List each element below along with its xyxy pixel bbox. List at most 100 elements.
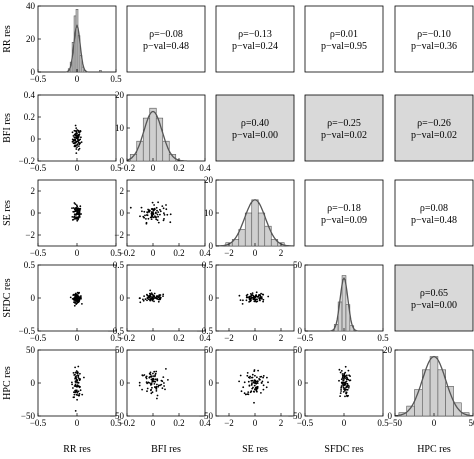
scatter-point: [346, 377, 349, 380]
scatter-point: [78, 379, 81, 382]
scatter-point: [147, 295, 150, 298]
scatter-point: [74, 375, 77, 378]
scatter-point: [75, 217, 78, 220]
scatter-point: [77, 292, 80, 295]
y-tick-label: 0: [298, 378, 303, 388]
scatter-point: [156, 379, 159, 382]
rho-label: ρ=−0.26: [417, 118, 451, 129]
scatter-point: [249, 375, 252, 378]
scatter-point: [340, 378, 343, 381]
histogram-bar: [155, 117, 164, 162]
scatter-point: [155, 218, 158, 221]
scatter-point: [157, 300, 160, 303]
scatter-point: [77, 365, 80, 368]
scatter-point: [340, 370, 343, 372]
panel-frame: [215, 5, 295, 73]
scatter-point: [150, 211, 153, 213]
row-label: SFDC res: [2, 278, 13, 317]
scatter-point: [156, 394, 159, 397]
scatter-point: [78, 143, 81, 146]
x-tick-label: 0: [342, 333, 347, 343]
scatter-point: [149, 373, 152, 376]
scatter-point: [250, 294, 253, 297]
scatter-point: [244, 393, 247, 396]
scatter-point: [79, 372, 81, 375]
scatter-point: [72, 142, 75, 145]
y-tick-label: −2: [114, 230, 124, 240]
scatter-point: [77, 207, 80, 210]
scatter-point: [78, 211, 81, 214]
scatter-point: [169, 221, 172, 224]
scatter-point: [138, 297, 141, 300]
scatter-point: [81, 303, 83, 305]
scatter-point: [71, 381, 73, 384]
rho-label: ρ=−0.13: [238, 29, 272, 40]
column-label: HPC res: [417, 444, 451, 455]
row-label: BFI res: [2, 113, 13, 143]
scatter-point: [262, 384, 265, 387]
scatter-point: [344, 395, 346, 398]
scatter-point: [342, 379, 345, 382]
panel-frame: [126, 5, 206, 73]
scatter-point: [262, 375, 265, 377]
x-tick-label: 0: [253, 333, 258, 343]
pval-label: p−val=0.36: [411, 41, 457, 52]
y-tick-label: −50: [110, 411, 125, 421]
scatter-point: [80, 213, 82, 215]
rho-label: ρ=−0.18: [327, 203, 361, 214]
scatter-point: [155, 206, 158, 209]
scatter-point: [259, 299, 261, 302]
scatter-point: [78, 392, 81, 395]
scatter-point: [75, 140, 78, 143]
scatter-point: [77, 382, 80, 384]
x-tick-label: 2: [279, 418, 284, 428]
pval-label: p−val=0.02: [321, 130, 367, 141]
scatter-point: [343, 388, 346, 391]
histogram-bar: [81, 66, 85, 73]
scatter-point: [256, 376, 258, 379]
y-tick-label: 2: [31, 186, 36, 196]
scatter-point: [152, 212, 154, 214]
y-tick-label: 50: [204, 345, 214, 355]
scatter-point: [78, 298, 80, 301]
x-tick-label: 0: [151, 163, 156, 173]
scatter-point: [151, 391, 154, 394]
scatter-point: [150, 218, 153, 221]
scatter-point: [262, 293, 265, 296]
scatter-point: [78, 394, 80, 397]
scatter-point: [73, 213, 76, 216]
y-tick-label: 50: [115, 345, 125, 355]
scatter-point: [167, 379, 169, 381]
scatter-point: [139, 215, 141, 218]
scatter-point: [72, 207, 75, 209]
scatter-point: [246, 296, 249, 299]
scatter-point: [340, 390, 342, 392]
y-tick-label: 0: [31, 208, 36, 218]
scatter-point: [260, 382, 263, 384]
x-tick-label: 50: [469, 418, 474, 428]
scatter-point: [72, 387, 74, 389]
scatter-point: [162, 219, 165, 222]
scatter-point: [239, 299, 242, 301]
y-tick-label: 20: [383, 345, 393, 355]
scatter-point: [149, 371, 152, 374]
scatter-point: [76, 211, 79, 214]
scatter-point: [72, 218, 75, 221]
scatter-point: [260, 392, 262, 394]
scatter-point: [74, 385, 77, 387]
scatter-point: [342, 391, 345, 393]
scatter-point: [262, 300, 264, 303]
pval-label: p−val=0.09: [321, 215, 367, 226]
scatter-point: [267, 381, 269, 384]
scatter-point: [74, 124, 77, 127]
y-tick-label: 0: [120, 208, 125, 218]
scatter-point: [73, 391, 75, 394]
scatter-point: [260, 292, 262, 295]
x-tick-label: 0: [253, 248, 258, 258]
scatter-point: [151, 201, 154, 204]
scatter-point: [76, 146, 78, 149]
x-tick-label: 0.5: [110, 418, 122, 428]
scatter-point: [165, 368, 167, 370]
x-tick-label: 0.5: [110, 333, 122, 343]
rho-label: ρ=−0.10: [417, 29, 451, 40]
